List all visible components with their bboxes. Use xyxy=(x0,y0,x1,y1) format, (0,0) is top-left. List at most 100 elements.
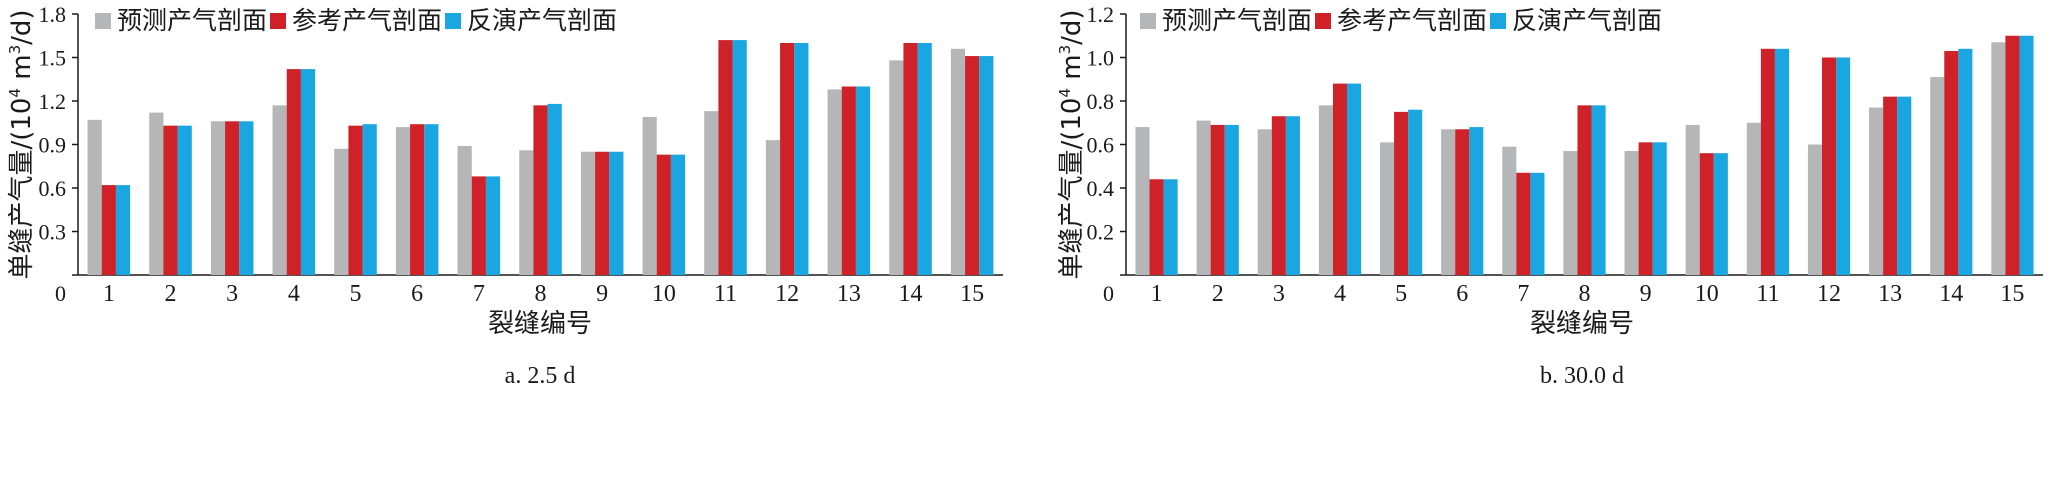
bar-reference-8 xyxy=(1577,105,1592,275)
legend-swatch xyxy=(1315,13,1331,29)
bar-predicted-5 xyxy=(1380,142,1395,275)
bar-inverted-4 xyxy=(1346,83,1362,275)
y-tick-label: 1.5 xyxy=(39,46,67,71)
x-tick-label: 13 xyxy=(1878,281,1902,307)
x-tick-label: 15 xyxy=(960,281,984,307)
x-tick-label: 10 xyxy=(1695,281,1719,307)
bar-inverted-8 xyxy=(547,103,562,276)
bar-reference-10 xyxy=(1699,153,1714,275)
bar-inverted-9 xyxy=(609,151,624,275)
y-tick-label: 0 xyxy=(1103,281,1114,306)
bar-inverted-12 xyxy=(1836,57,1851,275)
bar-reference-8 xyxy=(533,105,548,275)
bar-reference-9 xyxy=(595,151,610,275)
bar-predicted-4 xyxy=(272,105,287,275)
y-tick-label: 1.2 xyxy=(39,89,67,114)
bar-inverted-1 xyxy=(1163,179,1178,275)
bar-inverted-10 xyxy=(670,154,686,275)
chart-panel-b: 00.20.40.60.81.01.21 2 3 4 5 6 7 8 9 10 11 12 13 14 15… xyxy=(1056,2,2043,389)
x-tick-label: 4 xyxy=(288,281,300,307)
y-tick-label: 0 xyxy=(55,281,66,306)
bar-reference-5 xyxy=(1394,111,1409,275)
bar-reference-7 xyxy=(1516,172,1531,275)
legend-swatch xyxy=(1140,13,1156,29)
x-tick-label: 5 xyxy=(350,281,362,307)
bar-inverted-2 xyxy=(1224,124,1239,275)
x-tick-label: 5 xyxy=(1395,281,1407,307)
bar-predicted-6 xyxy=(1441,129,1456,275)
y-tick-label: 0.4 xyxy=(1087,176,1115,201)
bar-reference-11 xyxy=(1760,48,1775,275)
bar-inverted-1 xyxy=(115,185,131,275)
bar-predicted-4 xyxy=(1318,105,1333,275)
x-tick-label: 11 xyxy=(1756,281,1779,307)
bar-reference-12 xyxy=(1822,57,1837,275)
bar-inverted-3 xyxy=(1285,116,1300,275)
x-tick-label: 2 xyxy=(1212,281,1224,307)
bar-reference-9 xyxy=(1638,142,1653,275)
y-axis-title: 单缝产气量/(104 m3/d) xyxy=(6,9,37,279)
bar-predicted-2 xyxy=(149,112,164,275)
y-tick-label: 0.6 xyxy=(1087,133,1115,158)
bar-predicted-11 xyxy=(1746,122,1761,275)
bar-predicted-7 xyxy=(457,145,472,275)
bar-predicted-7 xyxy=(1502,146,1517,275)
bar-predicted-10 xyxy=(1685,124,1700,275)
x-tick-label: 10 xyxy=(652,281,676,307)
x-tick-label: 4 xyxy=(1334,281,1346,307)
legend-swatch xyxy=(270,13,286,29)
x-tick-label: 13 xyxy=(837,281,861,307)
x-tick-label: 12 xyxy=(775,281,799,307)
x-tick-label: 12 xyxy=(1817,281,1841,307)
bar-inverted-13 xyxy=(1897,96,1912,276)
bar-reference-14 xyxy=(1944,50,1959,275)
bar-predicted-3 xyxy=(1257,129,1272,275)
bar-inverted-8 xyxy=(1591,105,1606,275)
bar-predicted-9 xyxy=(580,151,596,275)
bar-reference-15 xyxy=(965,56,980,275)
bar-reference-14 xyxy=(903,43,918,275)
bar-predicted-15 xyxy=(1991,42,2006,276)
bar-inverted-14 xyxy=(1958,48,1973,275)
x-tick-label: 3 xyxy=(1273,281,1285,307)
x-axis-title: 裂缝编号 xyxy=(1530,309,1634,339)
panel-caption: a. 2.5 d xyxy=(505,363,576,389)
y-tick-label: 0.3 xyxy=(39,220,67,245)
bar-inverted-12 xyxy=(794,43,809,275)
bar-reference-12 xyxy=(780,43,795,275)
y-tick-label: 0.8 xyxy=(1087,89,1115,114)
bar-predicted-8 xyxy=(519,150,534,275)
bar-predicted-8 xyxy=(1563,151,1578,275)
bar-predicted-2 xyxy=(1196,120,1211,275)
x-tick-label: 8 xyxy=(535,281,547,307)
bar-predicted-9 xyxy=(1624,151,1639,275)
bar-predicted-5 xyxy=(334,148,349,275)
legend-label: 反演产气剖面 xyxy=(467,6,617,35)
bar-inverted-6 xyxy=(424,124,439,275)
x-tick-label: 6 xyxy=(1456,281,1468,307)
bar-reference-2 xyxy=(1210,124,1225,275)
x-tick-label: 14 xyxy=(1939,281,1963,307)
x-tick-label: 15 xyxy=(2000,281,2024,307)
bar-reference-3 xyxy=(1271,116,1286,275)
legend-label: 参考产气剖面 xyxy=(1337,6,1487,35)
bar-predicted-10 xyxy=(642,116,657,275)
bar-reference-4 xyxy=(286,69,301,275)
legend-swatch xyxy=(1490,13,1506,29)
bar-reference-7 xyxy=(471,176,486,275)
bar-predicted-1 xyxy=(87,119,102,275)
y-axis-title: 单缝产气量/(104 m3/d) xyxy=(1056,9,1087,279)
bar-reference-6 xyxy=(410,124,425,275)
bar-reference-5 xyxy=(348,125,363,276)
y-tick-label: 0.6 xyxy=(39,176,67,201)
legend-label: 预测产气剖面 xyxy=(1162,6,1312,35)
chart-panel-a: 00.30.60.91.21.51.81 2 3 4 5 6 7 8 9 10 11 12 13 14 15… xyxy=(6,2,1003,389)
bar-inverted-2 xyxy=(177,125,192,276)
bar-reference-13 xyxy=(1883,96,1898,276)
bar-predicted-14 xyxy=(889,60,904,276)
bar-reference-4 xyxy=(1332,83,1347,275)
x-tick-label: 3 xyxy=(226,281,238,307)
x-tick-label: 2 xyxy=(165,281,177,307)
bar-predicted-15 xyxy=(950,48,966,275)
